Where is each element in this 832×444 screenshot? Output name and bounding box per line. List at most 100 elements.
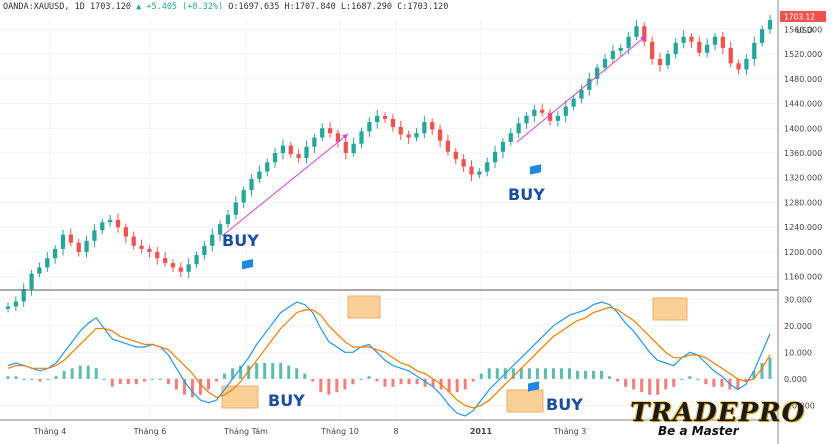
price-tick-label: 1560.000	[784, 25, 822, 34]
histogram-bar	[648, 378, 652, 395]
histogram-bar	[463, 378, 467, 390]
candle-body	[359, 131, 364, 144]
candle-body	[414, 133, 419, 138]
candle-body	[68, 234, 73, 243]
candle-body	[249, 178, 254, 191]
candle-body	[650, 41, 655, 59]
histogram-bar	[423, 378, 427, 387]
time-axis: Tháng 4 Tháng 6 Tháng Tám Tháng 10 8 2011 Thán…	[33, 427, 587, 436]
candle-body	[555, 115, 561, 121]
highlight-box	[347, 295, 381, 319]
candle-body	[147, 248, 152, 252]
buy-flag-icon	[530, 164, 541, 175]
osc-tick-label: 20.000	[784, 322, 812, 331]
candle-body	[595, 67, 600, 79]
candle-body	[186, 264, 191, 272]
candle-body	[610, 50, 616, 59]
candle-body	[343, 141, 348, 153]
symbol-header: OANDA:XAUUSD, 1D 1703.120 ▲ +5.405 (+0.3…	[3, 2, 448, 12]
candle-body	[705, 44, 710, 53]
tradepro-logo: TRADEPRO Be a Master	[618, 398, 828, 442]
price-tick-label: 1240.000	[784, 223, 822, 232]
histogram-bar	[279, 362, 283, 379]
histogram-bar	[62, 370, 66, 379]
candle-body	[461, 159, 466, 167]
candle-body	[469, 166, 474, 175]
price-tick-label: 1200.000	[784, 248, 822, 257]
histogram-bar	[255, 362, 259, 379]
histogram-bar	[70, 368, 74, 379]
candle-body	[752, 42, 757, 59]
histogram-bar	[118, 378, 122, 385]
candle-body	[532, 109, 537, 116]
highlight-box	[652, 297, 688, 321]
candle-body	[430, 122, 435, 130]
candle-body	[673, 42, 678, 55]
candle-body	[681, 36, 686, 43]
candle-body	[524, 115, 529, 124]
candle-body	[626, 36, 631, 48]
candle-body	[508, 133, 513, 142]
histogram-bar	[174, 378, 178, 390]
candle-body	[155, 251, 160, 259]
candle-body	[272, 153, 278, 163]
histogram-bar	[600, 370, 604, 379]
histogram-bar	[688, 376, 692, 379]
price-tick-label: 1320.000	[784, 174, 822, 183]
price-tick-label: 1520.000	[784, 50, 822, 59]
candle-body	[477, 171, 482, 175]
candle-body	[516, 123, 521, 134]
histogram-bar	[359, 378, 363, 380]
price-tick-label: 1440.000	[784, 100, 822, 109]
candle-body	[131, 236, 136, 246]
histogram-bar	[367, 376, 371, 379]
close-value: C:1703.120	[397, 2, 449, 12]
histogram-bar	[295, 368, 299, 379]
candle-body	[233, 202, 238, 215]
histogram-bar	[575, 370, 579, 379]
histogram-bar	[38, 378, 42, 382]
candle-body	[115, 219, 121, 228]
histogram-bar	[319, 378, 323, 393]
candle-body	[312, 137, 317, 147]
histogram-bar	[447, 378, 451, 393]
histogram-bar	[479, 373, 483, 379]
candle-body	[485, 162, 490, 172]
candle-body	[296, 154, 301, 158]
candle-body	[217, 224, 223, 235]
histogram-bar	[543, 368, 547, 379]
time-tick-label: 2011	[470, 427, 493, 436]
time-tick-label: Tháng 4	[33, 427, 67, 436]
candle-body	[13, 301, 18, 307]
histogram-bar	[736, 378, 740, 390]
candle-body	[382, 115, 388, 119]
candle-body	[492, 151, 498, 163]
trend-arrow-line	[516, 35, 647, 143]
candle-body	[665, 54, 671, 66]
buy-label-3: BUY	[268, 391, 305, 410]
buy-label-1: BUY	[222, 231, 259, 250]
histogram-bar	[142, 378, 146, 382]
candle-body	[351, 143, 356, 153]
candle-body	[437, 129, 443, 141]
candle-body	[563, 106, 568, 116]
histogram-bar	[455, 378, 459, 393]
histogram-bar	[150, 378, 154, 380]
price-tick-label: 1160.000	[784, 273, 822, 282]
histogram-bar	[46, 378, 50, 380]
histogram-bar	[182, 378, 186, 395]
trend-arrows	[221, 35, 647, 237]
logo-name: TRADEPRO	[630, 398, 806, 428]
candle-body	[92, 230, 97, 241]
histogram-bar	[14, 376, 18, 379]
histogram-bar	[535, 368, 539, 379]
time-tick-label: Tháng 3	[553, 427, 587, 436]
histogram-bar	[712, 378, 716, 387]
histogram-bar	[768, 357, 772, 379]
candle-body	[634, 26, 639, 37]
price-candles	[5, 15, 773, 313]
candle-body	[288, 145, 293, 155]
candle-body	[241, 190, 246, 203]
histogram-bar	[86, 365, 90, 379]
candle-body	[453, 151, 458, 160]
